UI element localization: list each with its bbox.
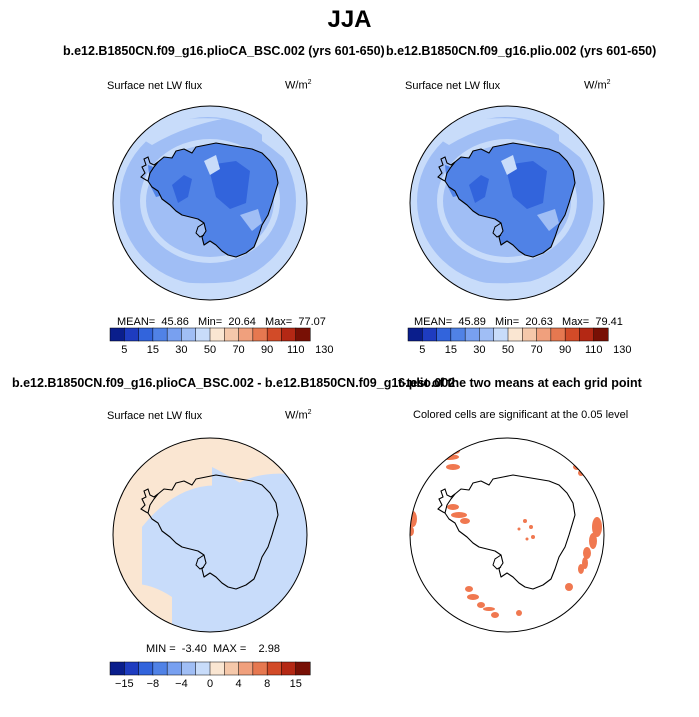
colorbar-tick-label: −8 <box>147 678 160 690</box>
colorbar-tick-label: 0 <box>207 678 213 690</box>
colorbar-segment <box>224 327 240 342</box>
colorbar-segment <box>422 327 438 342</box>
figure-title: JJA <box>327 6 372 33</box>
colorbar-segment <box>124 661 140 676</box>
colorbar-tick-label: −15 <box>115 678 134 690</box>
panel-3-colorbar: −15 −8 −4 0 4 8 15 <box>109 661 311 690</box>
colorbar-segment <box>124 327 140 342</box>
colorbar-segment <box>109 327 125 342</box>
colorbar-segment <box>224 661 240 676</box>
colorbar-tick-label: 70 <box>232 344 244 356</box>
colorbar-tick-label: 15 <box>290 678 302 690</box>
colorbar-segment <box>238 661 254 676</box>
panel-2-polar-map <box>409 105 605 301</box>
panel-4-title: t-test of the two means at each grid poi… <box>398 376 642 390</box>
colorbar-segment <box>507 327 523 342</box>
colorbar-tick-label: −4 <box>175 678 188 690</box>
colorbar-segment <box>579 327 595 342</box>
colorbar-segment <box>195 327 211 342</box>
colorbar-segment <box>195 661 211 676</box>
colorbar-segment <box>436 327 452 342</box>
colorbar-tick-label: 130 <box>613 344 631 356</box>
colorbar-segment <box>550 327 566 342</box>
colorbar-segment <box>564 327 580 342</box>
panel-1-colorbar: 5 15 30 50 70 90 110 130 <box>109 327 333 356</box>
colorbar-tick-label: 5 <box>121 344 127 356</box>
colorbar-segment <box>138 661 154 676</box>
colorbar-segment <box>152 661 168 676</box>
panel-2-units: W/m2 <box>584 79 611 92</box>
colorbar-tick-label: 30 <box>175 344 187 356</box>
colorbar-tick-label: 50 <box>204 344 216 356</box>
colorbar-tick-label: 15 <box>445 344 457 356</box>
colorbar-segment <box>407 327 423 342</box>
colorbar-tick-label: 30 <box>473 344 485 356</box>
colorbar-segment <box>295 327 311 342</box>
colorbar-tick-label: 50 <box>502 344 514 356</box>
panel-4-polar-map <box>409 437 605 633</box>
panel-1-polar-map <box>112 105 308 301</box>
panel-3-stats: MIN = -3.40 MAX = 2.98 <box>146 643 280 655</box>
colorbar-segment <box>252 661 268 676</box>
colorbar-segment <box>266 661 282 676</box>
colorbar-segment <box>281 661 297 676</box>
panel-3-units: W/m2 <box>285 409 312 422</box>
panel-2-title: b.e12.B1850CN.f09_g16.plio.002 (yrs 601-… <box>386 44 657 58</box>
panel-2-colorbar: 5 15 30 50 70 90 110 130 <box>407 327 631 356</box>
colorbar-segment <box>295 661 311 676</box>
panel-1-title: b.e12.B1850CN.f09_g16.plioCA_BSC.002 (yr… <box>63 44 385 58</box>
colorbar-tick-label: 130 <box>315 344 333 356</box>
colorbar-segment <box>479 327 495 342</box>
colorbar-segment <box>209 661 225 676</box>
colorbar-tick-label: 90 <box>559 344 571 356</box>
colorbar-tick-label: 8 <box>264 678 270 690</box>
colorbar-segment <box>166 661 182 676</box>
colorbar-segment <box>281 327 297 342</box>
colorbar-tick-label: 4 <box>236 678 242 690</box>
colorbar-segment <box>464 327 480 342</box>
colorbar-segment <box>181 661 197 676</box>
panel-2-stats: MEAN= 45.89 Min= 20.63 Max= 79.41 <box>414 316 623 328</box>
panel-3-title: b.e12.B1850CN.f09_g16.plioCA_BSC.002 - b… <box>12 376 456 390</box>
panel-4-subtitle: Colored cells are significant at the 0.0… <box>413 409 629 421</box>
colorbar-segment <box>152 327 168 342</box>
colorbar-segment <box>109 661 125 676</box>
panel-1-stats: MEAN= 45.86 Min= 20.64 Max= 77.07 <box>117 316 326 328</box>
colorbar-tick-label: 5 <box>419 344 425 356</box>
colorbar-tick-label: 90 <box>261 344 273 356</box>
panel-3-polar-map <box>112 437 308 633</box>
colorbar-tick-label: 15 <box>147 344 159 356</box>
colorbar-segment <box>252 327 268 342</box>
panel-1-units: W/m2 <box>285 79 312 92</box>
colorbar-segment <box>166 327 182 342</box>
colorbar-segment <box>209 327 225 342</box>
panel-1-variable-label: Surface net LW flux <box>107 80 203 92</box>
colorbar-segment <box>181 327 197 342</box>
colorbar-tick-label: 110 <box>287 344 305 356</box>
colorbar-segment <box>450 327 466 342</box>
colorbar-segment <box>138 327 154 342</box>
colorbar-segment <box>238 327 254 342</box>
panel-3-variable-label: Surface net LW flux <box>107 410 203 422</box>
colorbar-tick-label: 110 <box>585 344 603 356</box>
colorbar-tick-label: 70 <box>530 344 542 356</box>
panel-2-variable-label: Surface net LW flux <box>405 80 501 92</box>
colorbar-segment <box>536 327 552 342</box>
colorbar-segment <box>493 327 509 342</box>
colorbar-segment <box>522 327 538 342</box>
colorbar-segment <box>266 327 282 342</box>
colorbar-segment <box>593 327 609 342</box>
